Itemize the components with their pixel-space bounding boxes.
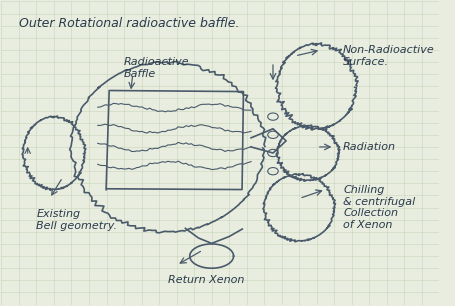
Text: Non-Radioactive
Surface.: Non-Radioactive Surface. <box>343 45 435 67</box>
Text: Return Xenon: Return Xenon <box>168 275 244 285</box>
Text: Existing
Bell geometry.: Existing Bell geometry. <box>36 209 117 230</box>
Text: Outer Rotational radioactive baffle.: Outer Rotational radioactive baffle. <box>19 17 239 30</box>
Text: Chilling
& centrifugal
Collection
of Xenon: Chilling & centrifugal Collection of Xen… <box>343 185 415 230</box>
Text: Radioactive
Baffle: Radioactive Baffle <box>124 57 190 79</box>
Text: Radiation: Radiation <box>343 142 396 152</box>
